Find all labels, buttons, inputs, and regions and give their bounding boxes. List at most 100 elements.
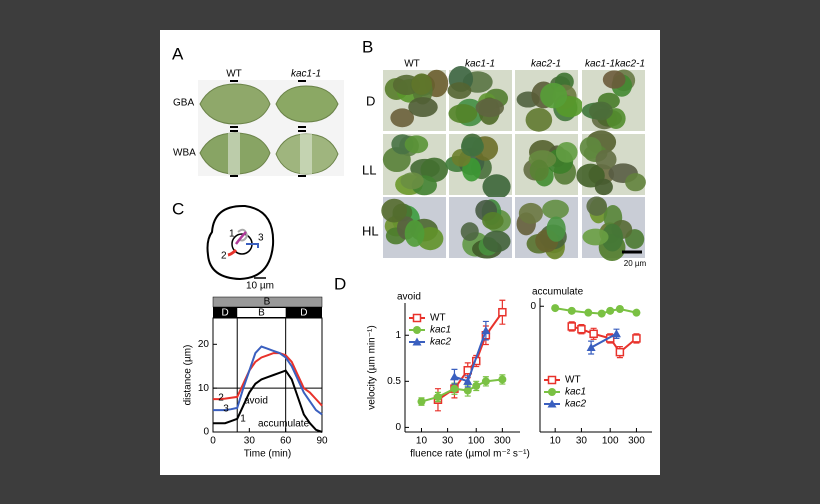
y-tick-label: 10 xyxy=(198,383,210,394)
column-label: kac1-1kac2-1 xyxy=(585,59,645,70)
y-tick-label: 1 xyxy=(395,330,401,341)
marker xyxy=(567,322,576,331)
panel-label: A xyxy=(172,44,184,63)
trace-gray xyxy=(237,228,249,242)
series xyxy=(567,321,641,359)
x-tick-label: 30 xyxy=(576,436,588,447)
y-tick-label: 20 xyxy=(198,339,210,350)
series-line xyxy=(213,369,323,433)
chloroplast xyxy=(555,141,578,163)
chloroplast xyxy=(381,198,407,223)
micrographs xyxy=(381,65,646,262)
cell-outline xyxy=(206,204,275,281)
chloroplast xyxy=(460,222,479,241)
column-label: kac1-1 xyxy=(465,59,495,70)
leaf xyxy=(275,85,339,123)
micrograph xyxy=(447,65,512,131)
chart-title: avoid xyxy=(397,292,421,303)
marker xyxy=(584,308,593,317)
annotation: accumulate xyxy=(258,419,310,430)
chloroplast xyxy=(542,199,569,220)
y-tick-label: 0 xyxy=(530,301,536,312)
row-label: WBA xyxy=(173,148,196,159)
chloroplast xyxy=(588,101,613,121)
marker xyxy=(481,377,490,386)
panel-label: C xyxy=(172,199,184,218)
x-tick-label: 300 xyxy=(628,436,645,447)
micrograph xyxy=(449,197,512,259)
marker xyxy=(597,309,606,318)
cell-label: 2 xyxy=(221,251,227,262)
row-label: GBA xyxy=(173,98,194,109)
irradiated-band xyxy=(228,133,240,174)
micrograph xyxy=(445,133,512,200)
legend-label: kac2 xyxy=(430,337,452,348)
micrograph xyxy=(515,134,578,195)
marker xyxy=(551,304,560,313)
series xyxy=(551,304,641,318)
chloroplast xyxy=(448,104,478,124)
row-label: LL xyxy=(362,162,376,177)
chloroplast xyxy=(582,228,609,246)
legend-marker xyxy=(413,326,421,334)
series-line xyxy=(590,332,617,349)
light-bar-label: B xyxy=(264,297,271,308)
column-label: kac2-1 xyxy=(531,59,561,70)
leaf-photos xyxy=(198,80,344,177)
y-tick-label: 0 xyxy=(395,422,401,433)
plot-frame xyxy=(212,317,323,433)
marker xyxy=(463,386,472,395)
chloroplast xyxy=(460,136,484,157)
cell-label: 3 xyxy=(258,233,264,244)
micrograph xyxy=(381,197,446,258)
series xyxy=(417,374,507,406)
legend-marker xyxy=(412,313,422,323)
marker xyxy=(606,306,615,315)
marker xyxy=(632,334,641,343)
row-label: D xyxy=(366,93,375,108)
band-markers xyxy=(230,80,306,177)
chloroplast xyxy=(482,174,511,200)
chloroplast xyxy=(529,159,549,182)
chloroplast xyxy=(404,135,429,154)
series-label: 2 xyxy=(218,393,224,404)
chloroplast xyxy=(594,178,613,196)
leaf xyxy=(199,83,271,125)
x-tick-label: 30 xyxy=(244,436,256,447)
marker xyxy=(449,372,459,381)
legend-label: kac1 xyxy=(430,325,451,336)
marker xyxy=(417,397,426,406)
series-label: 1 xyxy=(240,414,246,425)
x-tick-label: 60 xyxy=(280,436,292,447)
period-light xyxy=(237,308,286,317)
chloroplast xyxy=(579,136,602,159)
marker xyxy=(481,326,491,335)
marker xyxy=(498,375,507,384)
legend-marker xyxy=(548,388,556,396)
marker xyxy=(433,392,442,401)
legend-label: kac1 xyxy=(565,387,586,398)
legend-label: WT xyxy=(430,313,446,324)
x-tick-label: 100 xyxy=(602,436,619,447)
legend-label: WT xyxy=(565,375,581,386)
marker xyxy=(611,329,621,338)
legend-marker xyxy=(547,399,557,408)
micrograph xyxy=(515,70,584,132)
series xyxy=(586,328,621,355)
chloroplast xyxy=(595,149,617,170)
trace-3 xyxy=(246,243,259,248)
scale-bar-label: 20 µm xyxy=(624,259,647,268)
period-label: D xyxy=(221,308,228,319)
chloroplast xyxy=(625,173,646,192)
marker xyxy=(615,347,625,357)
chloroplast xyxy=(482,230,511,253)
marker xyxy=(589,329,598,339)
column-label: kac1-1 xyxy=(291,69,321,80)
series-line xyxy=(213,345,323,416)
chloroplast xyxy=(400,172,424,190)
legend-marker xyxy=(547,375,557,385)
chloroplast xyxy=(482,212,504,230)
x-axis-label: fluence rate (µmol m⁻² s⁻¹) xyxy=(410,449,530,460)
micrograph xyxy=(576,130,646,196)
x-tick-label: 10 xyxy=(416,436,428,447)
